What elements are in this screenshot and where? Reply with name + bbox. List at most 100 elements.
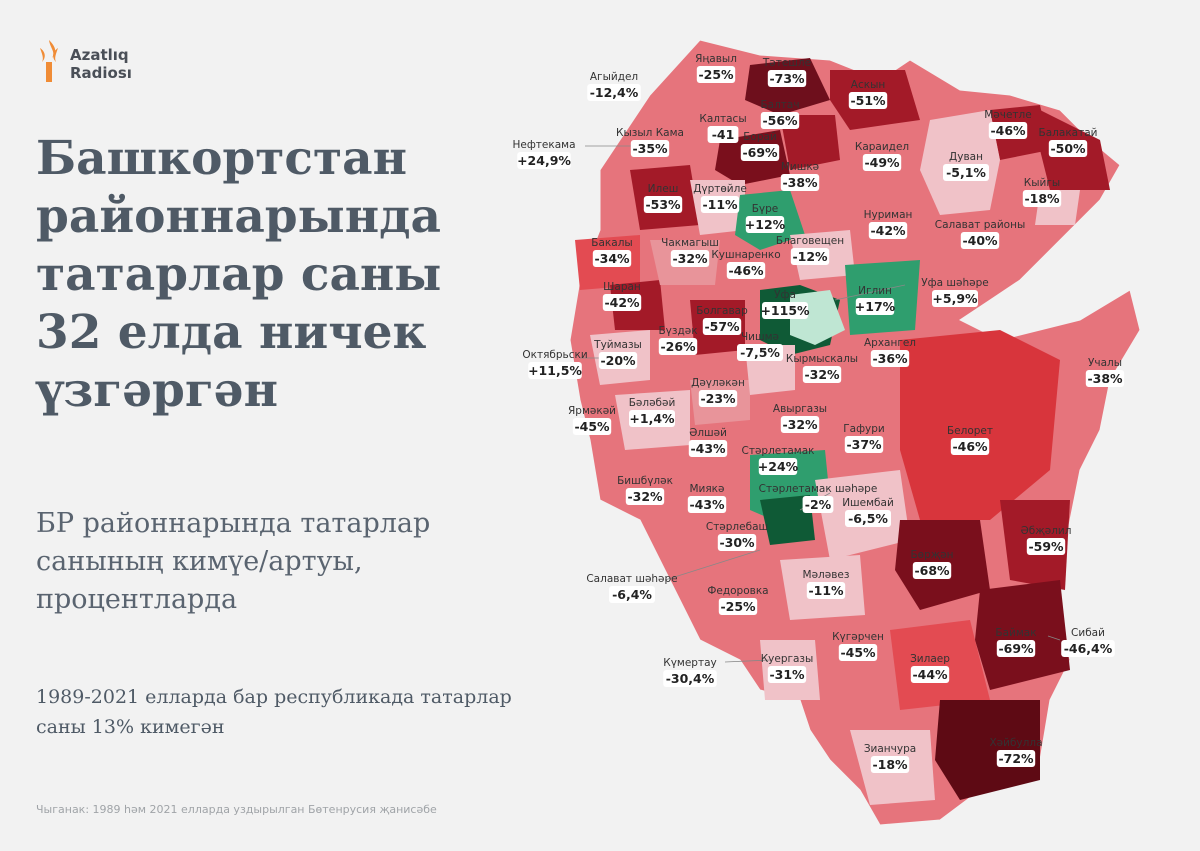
value-box xyxy=(780,416,820,433)
region-label: Октябрьски +11,5% xyxy=(522,349,588,379)
region-value: -38% xyxy=(782,175,818,190)
value-box xyxy=(643,196,683,213)
region-zilair xyxy=(890,620,990,710)
region-name: Балакатай xyxy=(1039,127,1098,139)
value-box xyxy=(740,144,780,161)
region-label: Мәчетле -46% xyxy=(984,109,1032,139)
value-box xyxy=(870,756,910,773)
region-label: Стәрлетамак +24% xyxy=(742,445,815,475)
region-name: Бишбүләк xyxy=(617,475,673,487)
region-label: Ярмәкәй -45% xyxy=(568,405,616,435)
region-label: Ишембай -6,5% xyxy=(842,497,894,527)
region-name: Мәләвез xyxy=(803,569,850,581)
region-label: Белорет -46% xyxy=(947,425,993,455)
region-iglino xyxy=(845,260,920,335)
region-label: Авыргазы -32% xyxy=(773,403,827,433)
region-name: Зианчура xyxy=(864,743,916,755)
value-box xyxy=(572,418,612,435)
value-box xyxy=(688,440,728,457)
value-box xyxy=(996,750,1036,767)
region-value: -45% xyxy=(574,419,610,434)
value-box xyxy=(718,598,758,615)
region-value: -59% xyxy=(1028,539,1064,554)
region-label: Бүздәк -26% xyxy=(658,325,698,355)
region-name: Уфа xyxy=(774,289,796,301)
region-label: Тәтешле -73% xyxy=(762,57,811,87)
region-name: Ярмәкәй xyxy=(568,405,616,417)
region-name: Караидел xyxy=(855,141,909,153)
region-name: Хәйбулла xyxy=(989,737,1042,749)
region-value: -43% xyxy=(689,497,725,512)
region-value: -11% xyxy=(808,583,844,598)
region-name: Бүре xyxy=(752,203,779,215)
region-value: -42% xyxy=(870,223,906,238)
region-value: -53% xyxy=(645,197,681,212)
region-name: Иглин xyxy=(858,285,892,297)
region-baymak xyxy=(975,580,1070,690)
value-box xyxy=(848,92,888,109)
value-box xyxy=(1022,190,1062,207)
region-name: Күмертау xyxy=(663,657,716,669)
region-value: -34% xyxy=(594,251,630,266)
region-label: Туймазы -20% xyxy=(593,339,642,369)
region-label: Караидел -49% xyxy=(855,141,909,171)
page-subtitle: БР районнарында татарлар санының кимүе/а… xyxy=(36,508,431,615)
region-value: -69% xyxy=(742,145,778,160)
value-box xyxy=(845,510,891,527)
region-value: -32% xyxy=(627,489,663,504)
region-value: +5,9% xyxy=(932,291,978,306)
torch-logo-icon xyxy=(40,40,58,82)
value-box xyxy=(844,436,884,453)
value-box xyxy=(838,644,878,661)
region-value: -44% xyxy=(912,667,948,682)
region-value: -57% xyxy=(704,319,740,334)
region-name: Стәрлетамак xyxy=(742,445,815,457)
region-label: Дүртөйле -11% xyxy=(693,183,747,213)
value-box xyxy=(870,350,910,367)
region-name: Куергазы xyxy=(761,653,814,665)
value-box xyxy=(629,410,675,427)
region-value: -46,4% xyxy=(1064,641,1113,656)
value-box xyxy=(658,338,698,355)
region-label: Борай -69% xyxy=(740,131,780,161)
region-label: Куергазы -31% xyxy=(761,653,814,683)
region-label: Миякә -43% xyxy=(687,483,727,513)
region-name: Стәрлебаш xyxy=(706,521,768,533)
region-value: -50% xyxy=(1050,141,1086,156)
region-label: Аскын -51% xyxy=(848,79,888,109)
region-value: -36% xyxy=(872,351,908,366)
region-value: -72% xyxy=(998,751,1034,766)
region-name: Күгәрчен xyxy=(832,631,884,643)
region-label: Нуриман -42% xyxy=(864,209,912,239)
region-name: Илеш xyxy=(648,183,679,195)
region-name: Архангел xyxy=(864,337,916,349)
region-value: -11% xyxy=(702,197,738,212)
region-label: Салават районы -40% xyxy=(935,219,1025,249)
region-label: Кыйгы -18% xyxy=(1022,177,1062,207)
region-name: Баймак xyxy=(995,627,1036,639)
value-box xyxy=(717,534,757,551)
region-label: Әлшәй -43% xyxy=(688,427,728,457)
region-name: Нефтекама xyxy=(512,139,575,151)
value-box xyxy=(687,496,727,513)
region-label: Дуван -5,1% xyxy=(943,151,989,181)
region-value: -45% xyxy=(840,645,876,660)
region-name: Әбҗәлил xyxy=(1021,525,1072,537)
region-value: -2% xyxy=(805,497,832,512)
value-box xyxy=(745,216,785,233)
value-box xyxy=(592,250,632,267)
region-label: Нефтекама +24,9% xyxy=(512,139,576,169)
region-name: Сибай xyxy=(1071,627,1105,639)
region-value: -43% xyxy=(690,441,726,456)
region-name: Бәләбәй xyxy=(629,397,676,409)
value-box xyxy=(767,666,807,683)
region-value: -12% xyxy=(792,249,828,264)
region-name: Агыйдел xyxy=(590,71,638,83)
region-name: Салават шәһәре xyxy=(586,573,677,585)
value-box xyxy=(663,670,717,687)
region-value: -30,4% xyxy=(666,671,715,686)
region-name: Учалы xyxy=(1088,357,1122,369)
region-value: -31% xyxy=(769,667,805,682)
region-value: +24,9% xyxy=(517,153,571,168)
